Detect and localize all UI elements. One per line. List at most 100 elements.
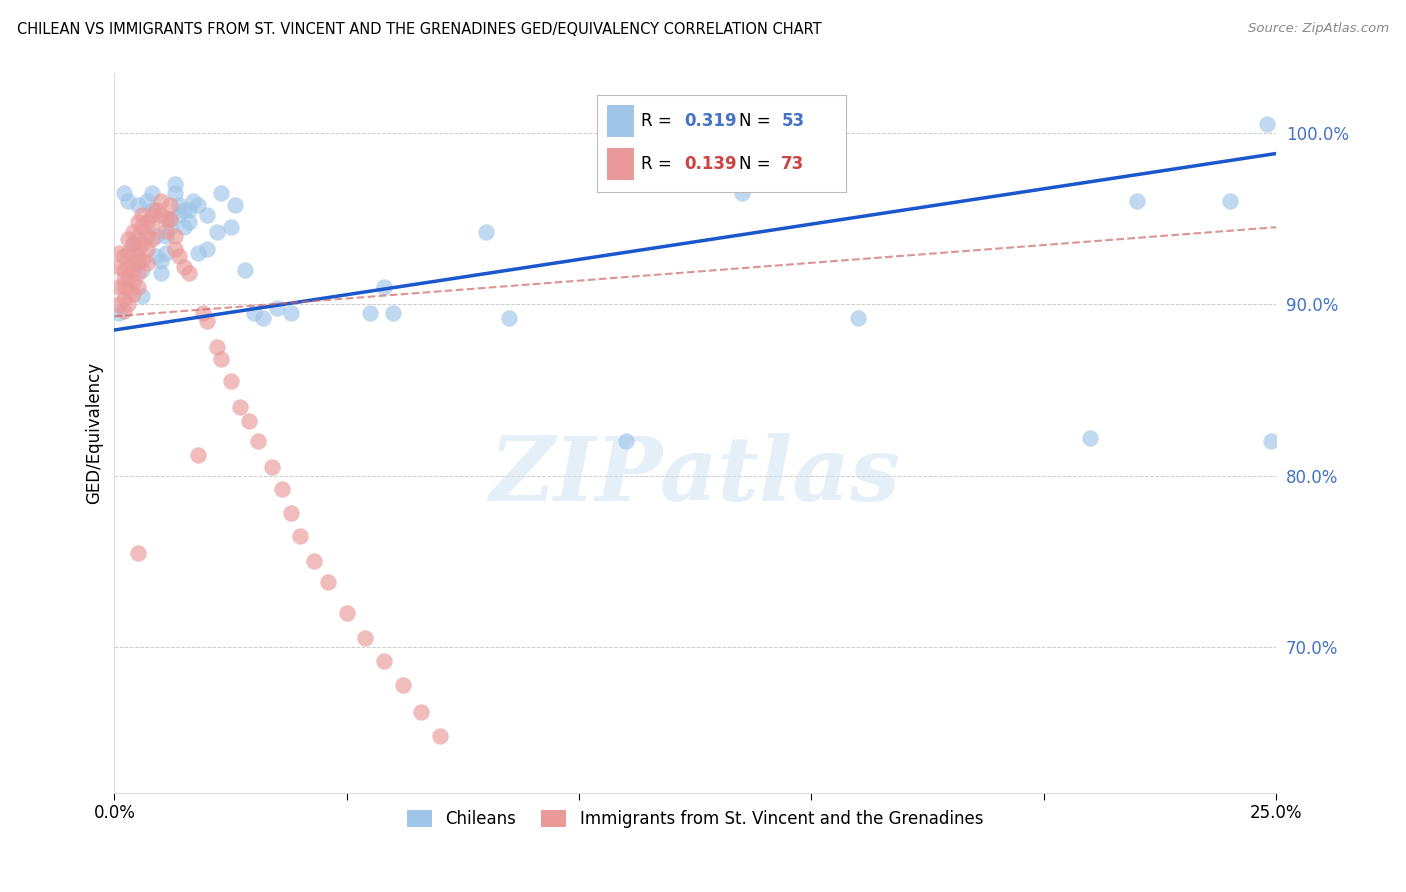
Point xyxy=(131,252,153,267)
Point xyxy=(136,215,159,229)
Point xyxy=(145,202,167,217)
Point xyxy=(409,705,432,719)
Point xyxy=(108,306,131,320)
Point xyxy=(108,260,131,274)
Point xyxy=(382,306,405,320)
Point xyxy=(122,225,145,239)
Point xyxy=(145,249,167,263)
Point xyxy=(122,263,145,277)
Point xyxy=(336,606,359,620)
Point xyxy=(195,314,218,328)
Point xyxy=(122,249,145,263)
Point xyxy=(391,678,413,692)
Point xyxy=(731,186,754,200)
Point xyxy=(219,220,242,235)
Point xyxy=(373,654,395,668)
Point xyxy=(117,297,139,311)
Y-axis label: GED/Equivalency: GED/Equivalency xyxy=(86,362,103,504)
Point xyxy=(159,198,181,212)
Point xyxy=(1125,194,1147,209)
Point xyxy=(173,202,195,217)
Point xyxy=(233,263,256,277)
Point xyxy=(117,271,139,285)
Point xyxy=(149,194,172,209)
Point xyxy=(127,267,149,281)
Point xyxy=(108,280,131,294)
Point xyxy=(131,289,153,303)
Point xyxy=(159,220,181,235)
Point xyxy=(112,263,135,277)
Point xyxy=(498,311,520,326)
Point xyxy=(127,243,149,257)
Point xyxy=(112,292,135,306)
Point xyxy=(262,460,284,475)
Point xyxy=(145,228,167,243)
Point xyxy=(131,237,153,252)
Point xyxy=(155,224,177,238)
Point xyxy=(141,220,163,235)
Point xyxy=(117,284,139,298)
Point xyxy=(475,225,498,239)
Point xyxy=(112,186,135,200)
Point xyxy=(112,304,135,318)
Point xyxy=(846,311,869,326)
Point xyxy=(187,198,209,212)
Point xyxy=(191,306,214,320)
Point xyxy=(136,256,159,270)
Point xyxy=(149,208,172,222)
Point xyxy=(169,208,191,222)
Point xyxy=(209,352,232,367)
Point xyxy=(270,483,292,497)
Point xyxy=(169,249,191,263)
Point xyxy=(155,211,177,226)
Point xyxy=(127,198,149,212)
Point xyxy=(131,220,153,235)
Point xyxy=(1219,194,1241,209)
Point xyxy=(177,202,200,217)
Point xyxy=(108,297,131,311)
Point xyxy=(149,267,172,281)
Text: CHILEAN VS IMMIGRANTS FROM ST. VINCENT AND THE GRENADINES GED/EQUIVALENCY CORREL: CHILEAN VS IMMIGRANTS FROM ST. VINCENT A… xyxy=(17,22,821,37)
Point xyxy=(117,246,139,260)
Point xyxy=(280,507,302,521)
Point xyxy=(290,528,312,542)
Point xyxy=(112,249,135,263)
Point xyxy=(117,194,139,209)
Point xyxy=(136,194,159,209)
Point xyxy=(354,632,377,646)
Point xyxy=(127,215,149,229)
Point xyxy=(163,186,186,200)
Point xyxy=(122,237,145,252)
Point xyxy=(177,267,200,281)
Point xyxy=(163,178,186,192)
Point xyxy=(209,186,232,200)
Point xyxy=(122,287,145,301)
Point xyxy=(131,263,153,277)
Point xyxy=(122,237,145,252)
Point xyxy=(112,280,135,294)
Point xyxy=(136,228,159,243)
Point xyxy=(155,228,177,243)
Point xyxy=(247,434,270,449)
Point xyxy=(127,280,149,294)
Point xyxy=(141,232,163,246)
Point xyxy=(149,254,172,268)
Point xyxy=(243,306,266,320)
Point xyxy=(195,243,218,257)
Point xyxy=(219,375,242,389)
Point xyxy=(163,243,186,257)
Point xyxy=(173,220,195,235)
Point xyxy=(159,211,181,226)
Point xyxy=(1078,431,1101,445)
Point xyxy=(108,246,131,260)
Point xyxy=(238,414,260,428)
Point xyxy=(187,448,209,462)
Point xyxy=(266,301,288,315)
Text: ZIPatlas: ZIPatlas xyxy=(489,433,901,519)
Point xyxy=(163,228,186,243)
Point xyxy=(117,232,139,246)
Point xyxy=(280,306,302,320)
Point xyxy=(136,243,159,257)
Point xyxy=(141,202,163,217)
Point xyxy=(224,198,246,212)
